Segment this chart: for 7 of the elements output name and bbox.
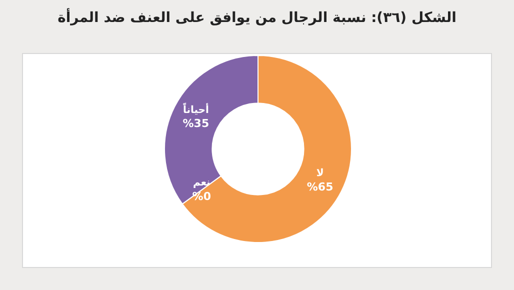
chart-title: الشكل (٣٦): نسبة الرجال من يوافق على العنف ضد المرأة <box>56 10 458 26</box>
slice-label: لا <box>316 168 324 180</box>
category-label: نعم <box>193 178 210 189</box>
text: %0 <box>192 190 211 203</box>
slice-label: أحياناً <box>182 102 209 116</box>
data-label: %35 <box>182 117 210 130</box>
data-label: %65 <box>306 180 334 194</box>
